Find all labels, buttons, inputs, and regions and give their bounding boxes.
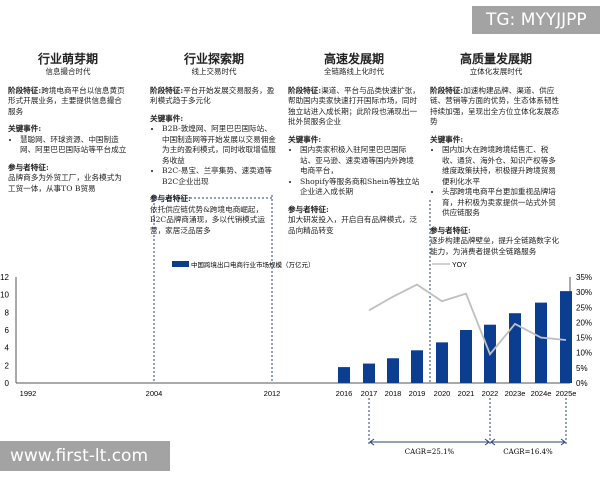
bar [387, 358, 399, 383]
participants-label: 参与者特征: [8, 162, 49, 172]
events-list: 国内卖家积极入驻阿里巴巴国际站、亚马逊、速卖通等国内外跨境电商平台，Shopif… [288, 145, 420, 198]
y-tick-left: 0 [5, 379, 10, 388]
events-list: B2B-敦煌网、阿里巴巴国际站、中国制造网等开始发展以交易佣金为主的盈利模式，同… [150, 124, 278, 187]
cagr-label: CAGR=16.4% [503, 448, 553, 456]
bar [560, 291, 572, 383]
events-label: 关键事件: [8, 124, 42, 133]
stage-column: 行业探索期 线上交易时代 阶段特征:平台开始发展交易服务，盈利模式趋于多元化 关… [150, 52, 278, 236]
participants-text: 逐步构建品牌壁垒，提升全链路数字化能力，为消费者提供全链路服务 [430, 236, 560, 256]
y-tick-right: 0% [576, 379, 588, 388]
stage-column: 高速发展期 全链路线上化时代 阶段特征:渠道、平台与品类快速扩张，帮助国内卖家快… [288, 52, 420, 236]
feature-label: 阶段特征: [150, 85, 184, 95]
y-tick-right: 15% [576, 334, 592, 343]
feature-label: 阶段特征: [430, 85, 464, 95]
x-tick-label: 2017 [361, 389, 378, 398]
key-event: 头部跨境电商平台更加重视品牌培育，并积极为卖家提供一站式外贸供应链服务 [442, 187, 562, 219]
stage-feature: 阶段特征:渠道、平台与品类快速扩张，帮助国内卖家快速打开国际市场，同时独立站进入… [288, 86, 420, 128]
x-tick-label: 2022 [482, 389, 499, 398]
y-tick-right: 30% [576, 288, 592, 297]
x-tick-label: 2023e [505, 389, 526, 398]
legend-bar-swatch [172, 261, 189, 267]
x-tick-label: 2021 [458, 389, 475, 398]
bar [509, 313, 521, 383]
y-tick-left: 4 [5, 344, 10, 353]
stage-title: 高质量发展期 [459, 52, 532, 66]
x-tick-label: 1992 [20, 389, 37, 398]
events-list: 慧聪网、环球资源、中国制造网、阿里巴巴国际站等平台成立 [8, 135, 128, 156]
stage-subtitle: 立体化发展时代 [469, 67, 523, 76]
key-event: 国内卖家积极入驻阿里巴巴国际站、亚马逊、速卖通等国内外跨境电商平台， [300, 145, 420, 177]
bar [363, 363, 375, 383]
bar [535, 302, 547, 383]
x-tick-label: 2004 [146, 389, 163, 398]
feature-text: 加速构建品牌、渠道、供应链、营销等方面的优势，生态体系韧性持续加强，呈现出全方位… [430, 85, 560, 127]
participants-text: 依托供应链优势&跨境电商崛起，B2C品牌商涌现，多以代销模式运营，家居泛品居多 [150, 204, 265, 235]
stage-column: 高质量发展期 立体化发展时代 阶段特征:加速构建品牌、渠道、供应链、营销等方面的… [430, 52, 562, 257]
stage-subtitle: 线上交易时代 [191, 67, 237, 76]
x-tick-label: 2012 [264, 389, 281, 398]
feature-text: 跨境电商平台以信息黄页形式开展业务，主要提供信息撮合服务 [8, 85, 125, 116]
key-event: Shopify等服务商和Shein等独立站企业进入成长期 [300, 177, 420, 198]
feature-label: 阶段特征: [288, 85, 322, 95]
stage-feature: 阶段特征:跨境电商平台以信息黄页形式开展业务，主要提供信息撮合服务 [8, 86, 128, 118]
yoy-line [368, 283, 567, 356]
y-tick-left: 12 [0, 273, 9, 282]
legend-line-label: YOY [452, 262, 467, 269]
participants-label: 参与者特征: [430, 225, 471, 235]
cagr-label: CAGR=25.1% [405, 448, 455, 456]
feature-text: 平台开始发展交易服务，盈利模式趋于多元化 [150, 85, 275, 106]
x-tick-label: 2025e [556, 389, 577, 398]
y-tick-right: 35% [576, 273, 592, 282]
y-tick-left: 6 [5, 326, 10, 335]
legend-bar-label: 中国跨境出口电商行业市场规模（万亿元） [191, 260, 315, 269]
y-tick-right: 25% [576, 303, 592, 312]
feature-label: 阶段特征: [8, 85, 42, 95]
stage-feature: 阶段特征:加速构建品牌、渠道、供应链、营销等方面的优势，生态体系韧性持续加强，呈… [430, 86, 562, 128]
events-label: 关键事件: [288, 134, 322, 144]
cagr-arrowheads [369, 438, 490, 446]
y-tick-left: 2 [5, 361, 10, 370]
events-label: 关键事件: [150, 113, 184, 123]
x-tick-label: 2018 [385, 389, 402, 398]
stage-title: 行业探索期 [183, 52, 244, 66]
watermark-bottom: www.first-lt.com [0, 441, 170, 471]
key-event: 慧聪网、环球资源、中国制造网、阿里巴巴国际站等平台成立 [20, 135, 128, 156]
cagr-arrowheads [490, 438, 566, 446]
y-tick-left: 10 [0, 291, 9, 300]
feature-text: 渠道、平台与品类快速扩张，帮助国内卖家快速打开国际市场，同时独立站进入成长期；此… [288, 85, 420, 127]
y-tick-right: 20% [576, 318, 592, 327]
y-tick-right: 10% [576, 349, 592, 358]
x-tick-label: 2024e [531, 389, 552, 398]
participants-text: 加大研发投入，开启自有品牌模式，泛品向精品转变 [288, 215, 418, 235]
key-event: B2C-易宝、兰亭集势、速卖通等B2C企业出现 [162, 166, 278, 187]
participants-label: 参与者特征: [288, 204, 329, 214]
watermark-top: TG: MYYJJPP [472, 6, 600, 34]
stage-title: 高速发展期 [323, 52, 384, 66]
x-tick-label: 2016 [336, 389, 353, 398]
stage-feature: 阶段特征:平台开始发展交易服务，盈利模式趋于多元化 [150, 86, 278, 107]
stage-title: 行业萌芽期 [37, 52, 98, 66]
key-event: B2B-敦煌网、阿里巴巴国际站、中国制造网等开始发展以交易佣金为主的盈利模式，同… [162, 124, 278, 166]
bar [411, 350, 423, 383]
bar [460, 330, 472, 383]
bar [436, 342, 448, 383]
x-tick-label: 2020 [434, 389, 451, 398]
key-event: 国内加大在跨境跨境结售汇、税收、通货、海外仓、知识产权等多维度政策扶持，积极提升… [442, 145, 562, 187]
y-tick-left: 8 [5, 308, 10, 317]
stage-subtitle: 全链路线上化时代 [324, 67, 384, 76]
stage-column: 行业萌芽期 信息撮合时代 阶段特征:跨境电商平台以信息黄页形式开展业务，主要提供… [8, 52, 128, 194]
events-list: 国内加大在跨境跨境结售汇、税收、通货、海外仓、知识产权等多维度政策扶持，积极提升… [430, 145, 562, 219]
participants-text: 品牌商多为外贸工厂，业务模式为工贸一体，从事TO B贸易 [8, 173, 122, 193]
x-tick-label: 2019 [409, 389, 426, 398]
y-tick-right: 5% [576, 364, 588, 373]
events-label: 关键事件: [430, 134, 464, 144]
stage-subtitle: 信息撮合时代 [45, 67, 91, 76]
bar [338, 367, 350, 383]
